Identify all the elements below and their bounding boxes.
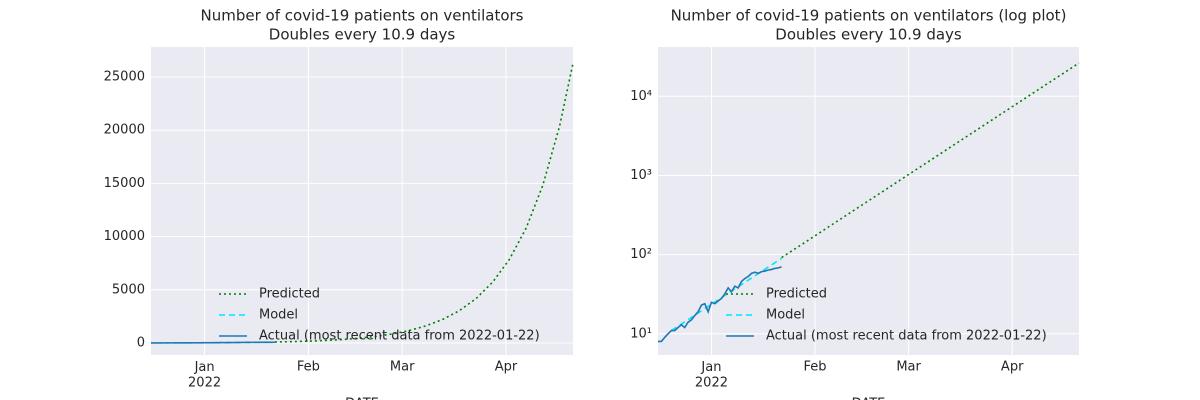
x-tick-label: Jan 2022 — [188, 360, 221, 391]
y-tick-label: 0 — [137, 335, 145, 350]
chart-subtitle: Doubles every 10.9 days — [269, 26, 456, 44]
y-tick-label: 10³ — [630, 168, 652, 183]
x-tick-label: Jan 2022 — [695, 360, 728, 391]
series-line — [274, 63, 574, 343]
chart-subtitle: Doubles every 10.9 days — [775, 26, 962, 44]
legend-label: Actual (most recent data from 2022-01-22… — [259, 329, 540, 344]
x-tick-label: Apr — [1001, 360, 1024, 375]
x-tick-label: Mar — [390, 360, 415, 375]
x-tick-label: Apr — [495, 360, 518, 375]
x-tick-label: Feb — [297, 360, 320, 375]
x-axis-label: DATE — [852, 397, 886, 400]
legend-label: Model — [766, 308, 805, 323]
y-tick-label: 10¹ — [630, 326, 652, 341]
y-tick-label: 25000 — [104, 70, 145, 85]
y-tick-label: 10⁴ — [630, 89, 652, 104]
legend-label: Predicted — [259, 287, 320, 302]
chart-title: Number of covid-19 patients on ventilato… — [671, 7, 1067, 25]
legend-label: Model — [259, 308, 298, 323]
legend-label: Actual (most recent data from 2022-01-22… — [766, 329, 1047, 344]
series-line — [670, 257, 783, 332]
y-tick-label: 10² — [630, 247, 652, 262]
x-tick-label: Feb — [804, 360, 827, 375]
y-tick-label: 10000 — [104, 229, 145, 244]
x-tick-label: Mar — [896, 360, 921, 375]
y-tick-label: 5000 — [112, 282, 145, 297]
plot-area — [151, 47, 573, 355]
y-tick-label: 15000 — [104, 176, 145, 191]
legend-label: Predicted — [766, 287, 827, 302]
series-line — [658, 266, 782, 343]
plot-area — [658, 47, 1079, 355]
x-axis-label: DATE — [345, 397, 379, 400]
series-line — [151, 341, 275, 344]
y-tick-label: 20000 — [104, 123, 145, 138]
chart-title: Number of covid-19 patients on ventilato… — [201, 7, 524, 25]
